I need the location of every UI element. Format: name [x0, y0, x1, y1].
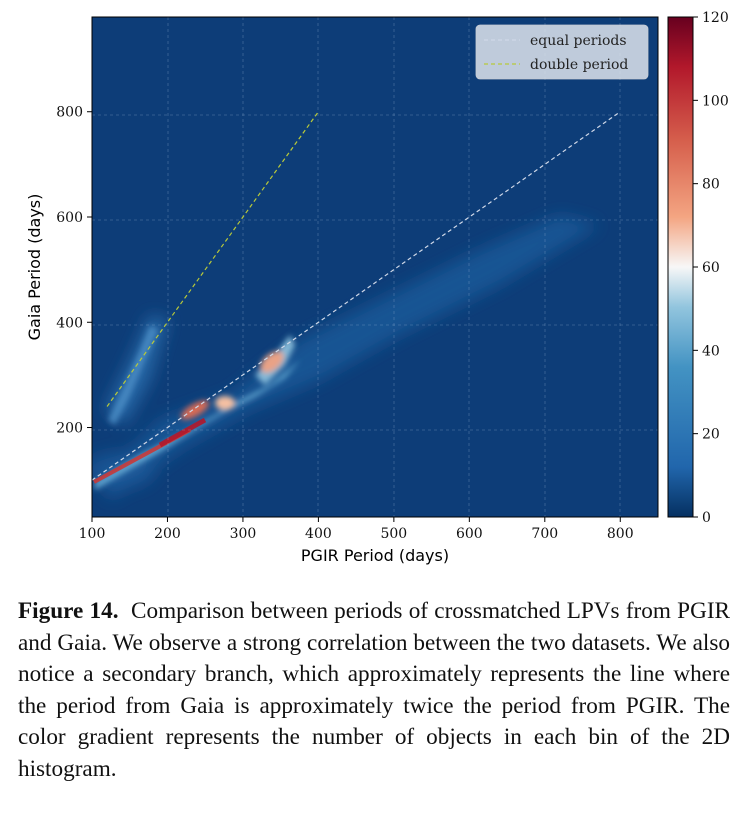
- x-axis-ticks: 100 200 300 400 500 600 700 800: [79, 517, 634, 542]
- x-tick-label: 400: [305, 526, 332, 542]
- figure-caption: Figure 14. Comparison between periods of…: [18, 596, 730, 785]
- colorbar-tick-label: 40: [702, 343, 720, 359]
- x-tick-label: 700: [531, 526, 558, 542]
- colorbar-tick-label: 60: [702, 260, 720, 276]
- double-period-line: [106, 111, 319, 407]
- y-tick-label: 400: [56, 315, 83, 331]
- caption-text: Comparison between periods of crossmatch…: [18, 598, 731, 782]
- density-layer: [92, 215, 600, 500]
- x-axis-label: PGIR Period (days): [301, 546, 449, 565]
- y-tick-label: 200: [56, 421, 83, 437]
- x-tick-label: 300: [230, 526, 257, 542]
- gridlines: [92, 17, 658, 517]
- x-tick-label: 200: [154, 526, 181, 542]
- caption-label: Figure 14.: [18, 598, 119, 624]
- x-tick-label: 100: [79, 526, 106, 542]
- colorbar-tick-label: 0: [702, 510, 711, 526]
- y-tick-label: 800: [56, 105, 83, 121]
- x-tick-label: 800: [607, 526, 634, 542]
- x-tick-label: 600: [456, 526, 483, 542]
- legend: equal periods double period: [475, 24, 649, 80]
- colorbar-tick-label: 20: [702, 427, 720, 443]
- colorbar-ticks: 0 20 40 60 80 100 120: [693, 10, 729, 526]
- colorbar: [667, 16, 694, 518]
- y-axis-label: Gaia Period (days): [25, 194, 44, 341]
- equal-periods-line: [92, 111, 621, 481]
- colorbar-tick-label: 100: [702, 93, 729, 109]
- legend-label-equal: equal periods: [530, 33, 627, 49]
- colorbar-tick-label: 120: [702, 10, 729, 26]
- colorbar-tick-label: 80: [702, 177, 720, 193]
- x-tick-label: 500: [380, 526, 407, 542]
- legend-label-double: double period: [530, 57, 628, 73]
- y-tick-label: 600: [56, 210, 83, 226]
- axes-frame: [91, 16, 659, 518]
- y-axis-ticks: 200 400 600 800: [56, 105, 92, 437]
